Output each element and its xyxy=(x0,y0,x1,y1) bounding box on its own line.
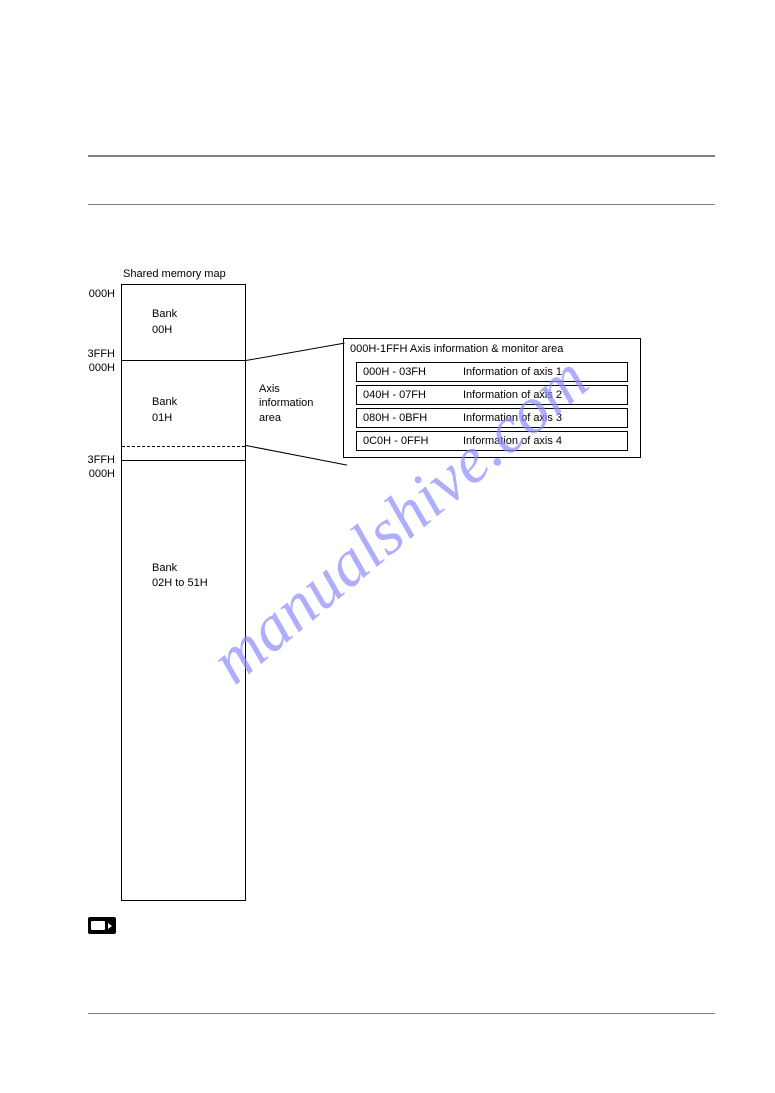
callout-line xyxy=(246,343,345,361)
detail-desc: Information of axis 4 xyxy=(463,435,562,447)
axis-info-area-label: Axis information area xyxy=(259,382,313,425)
addr-label: 000H xyxy=(79,288,115,300)
bank-id: 02H to 51H xyxy=(152,576,245,591)
bank-id: 00H xyxy=(152,323,245,338)
callout-line xyxy=(246,445,347,466)
column-bottom-border xyxy=(122,900,245,901)
memory-column: Bank 00H Bank 01H Bank 02H to 51H xyxy=(121,284,246,901)
detail-range: 000H - 03FH xyxy=(363,366,463,378)
rule-bottom xyxy=(88,1013,715,1014)
bank-cell: Bank 00H xyxy=(122,284,245,360)
detail-range: 040H - 07FH xyxy=(363,389,463,401)
memory-map-diagram: Shared memory map 000H 3FFH 000H 3FFH 00… xyxy=(79,272,689,912)
detail-desc: Information of axis 2 xyxy=(463,389,562,401)
axis-text-3: area xyxy=(259,412,281,424)
addr-label: 3FFH xyxy=(79,454,115,466)
bank-label: Bank xyxy=(152,395,245,410)
bank-label: Bank xyxy=(152,561,245,576)
bank-cell: Bank 02H to 51H xyxy=(122,460,245,900)
rule-mid xyxy=(88,204,715,205)
detail-row: 0C0H - 0FFH Information of axis 4 xyxy=(356,431,628,451)
axis-text-1: Axis xyxy=(259,383,280,395)
diagram-title: Shared memory map xyxy=(123,268,226,280)
addr-label: 000H xyxy=(79,362,115,374)
addr-label: 3FFH xyxy=(79,348,115,360)
detail-range: 080H - 0BFH xyxy=(363,412,463,424)
detail-desc: Information of axis 1 xyxy=(463,366,562,378)
detail-row: 000H - 03FH Information of axis 1 xyxy=(356,362,628,382)
axis-text-2: information xyxy=(259,397,313,409)
bank-cell: Bank 01H xyxy=(122,360,245,460)
addr-label: 000H xyxy=(79,468,115,480)
detail-range: 0C0H - 0FFH xyxy=(363,435,463,447)
detail-row: 040H - 07FH Information of axis 2 xyxy=(356,385,628,405)
bank-id: 01H xyxy=(152,411,245,426)
detail-desc: Information of axis 3 xyxy=(463,412,562,424)
axis-detail-box: 000H-1FFH Axis information & monitor are… xyxy=(343,338,641,458)
detail-title: 000H-1FFH Axis information & monitor are… xyxy=(344,339,640,359)
bank-label: Bank xyxy=(152,307,245,322)
note-icon xyxy=(88,917,116,934)
rule-top xyxy=(88,155,715,157)
detail-row: 080H - 0BFH Information of axis 3 xyxy=(356,408,628,428)
